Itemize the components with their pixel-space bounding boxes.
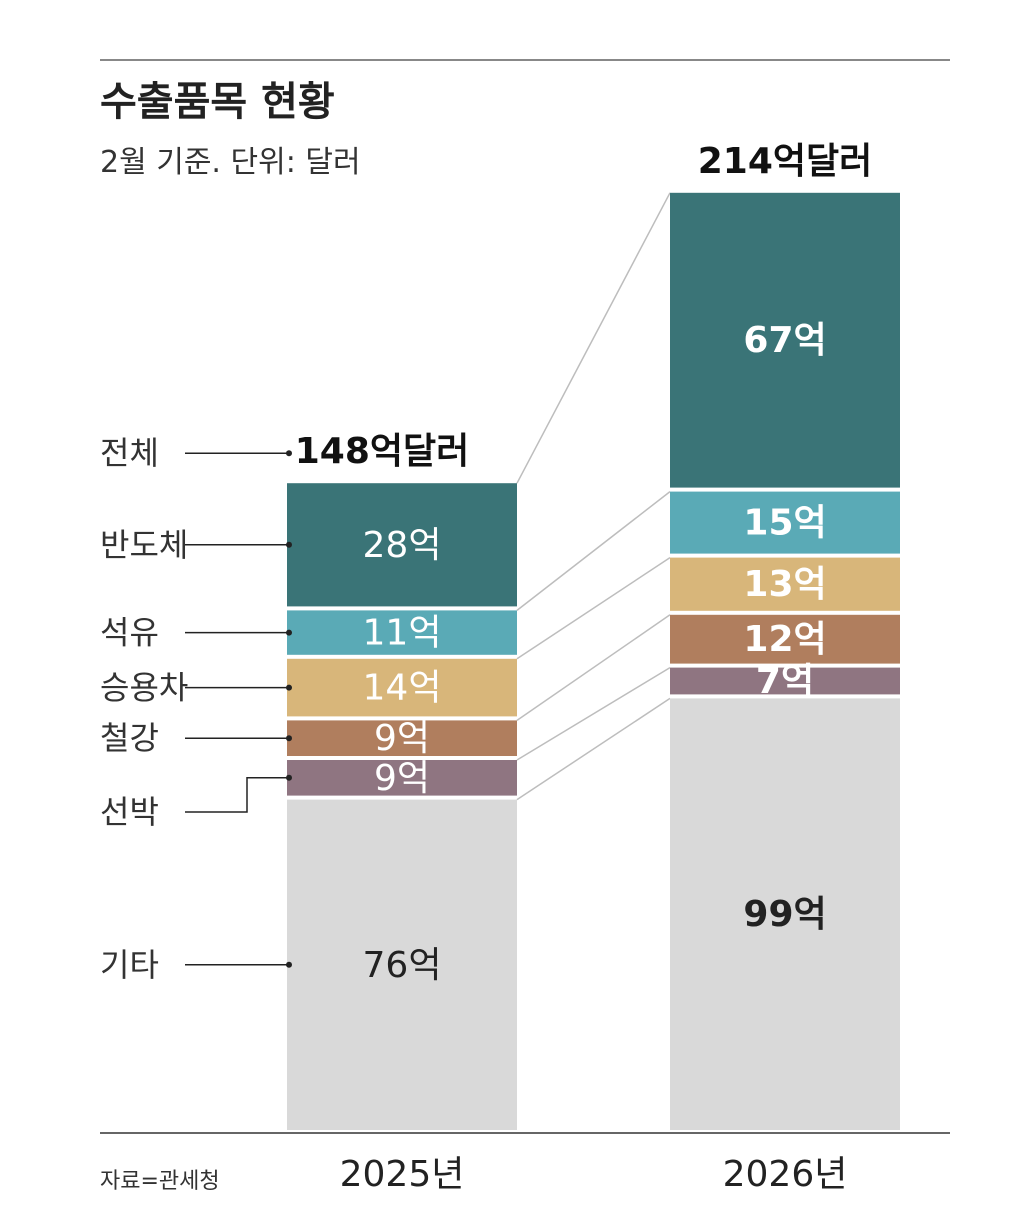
value-label-석유-0: 11억 (363, 613, 442, 654)
bars (287, 192, 900, 1130)
connector-line-4 (516, 491, 671, 611)
connector-line-5 (516, 192, 671, 484)
bar-segment-철강-0 (287, 720, 517, 756)
leader-dot-6 (286, 961, 292, 968)
bar-segment-석유-1 (670, 491, 900, 554)
leader-dot-0 (286, 450, 292, 457)
bar-segment-선박-0 (287, 760, 517, 796)
value-label-승용차-1: 13억 (743, 564, 826, 605)
value-label-반도체-1: 67억 (743, 320, 826, 361)
category-label-4: 철강 (100, 719, 159, 757)
leader-line-5 (185, 777, 288, 813)
connector-line-3 (516, 556, 671, 660)
value-label-철강-0: 9억 (374, 718, 430, 759)
leader-dot-3 (286, 684, 292, 691)
category-label-5: 선박 (100, 793, 159, 831)
value-label-승용차-0: 14억 (363, 668, 442, 709)
leader-dot-4 (286, 735, 292, 742)
connector-line-0 (516, 697, 671, 801)
value-label-석유-1: 15억 (743, 503, 826, 544)
category-label-1: 반도체 (100, 526, 188, 564)
x-tick-label-1: 2026년 (723, 1154, 848, 1195)
bar-segment-석유-0 (287, 610, 517, 655)
connector-lines (516, 192, 671, 801)
leader-dot-1 (286, 541, 292, 548)
connector-line-1 (516, 666, 671, 761)
total-label-0: 148억달러 (295, 431, 470, 472)
category-label-2: 석유 (100, 614, 159, 652)
bar-segment-승용차-1 (670, 557, 900, 611)
bar-segment-반도체-0 (287, 483, 517, 607)
value-label-선박-0: 9억 (374, 758, 430, 799)
category-label-3: 승용차 (100, 669, 188, 707)
bar-segment-기타-1 (670, 698, 900, 1130)
connector-line-2 (516, 614, 671, 722)
value-label-기타-0: 76억 (363, 945, 442, 986)
total-label-1: 214억달러 (698, 141, 873, 182)
chart-title: 수출품목 현황 (100, 79, 335, 125)
bar-segment-철강-1 (670, 614, 900, 664)
chart-subtitle: 2월 기준. 단위: 달러 (100, 145, 361, 180)
x-axis-labels: 2025년 2026년 (340, 1154, 848, 1195)
bar-segment-승용차-0 (287, 658, 517, 717)
value-label-반도체-0: 28억 (363, 525, 442, 566)
source-note: 자료=관세청 (100, 1169, 220, 1194)
x-tick-label-0: 2025년 (340, 1154, 465, 1195)
bar-segment-반도체-1 (670, 192, 900, 488)
value-label-철강-1: 12억 (743, 619, 826, 660)
bar-segment-기타-0 (287, 799, 517, 1130)
leader-dot-2 (286, 629, 292, 636)
leader-dot-5 (286, 774, 292, 781)
category-label-6: 기타 (100, 946, 159, 984)
value-label-기타-1: 99억 (743, 894, 826, 935)
category-label-0: 전체 (100, 434, 159, 472)
bar-segment-선박-1 (670, 667, 900, 695)
value-label-선박-1: 7억 (756, 661, 814, 702)
